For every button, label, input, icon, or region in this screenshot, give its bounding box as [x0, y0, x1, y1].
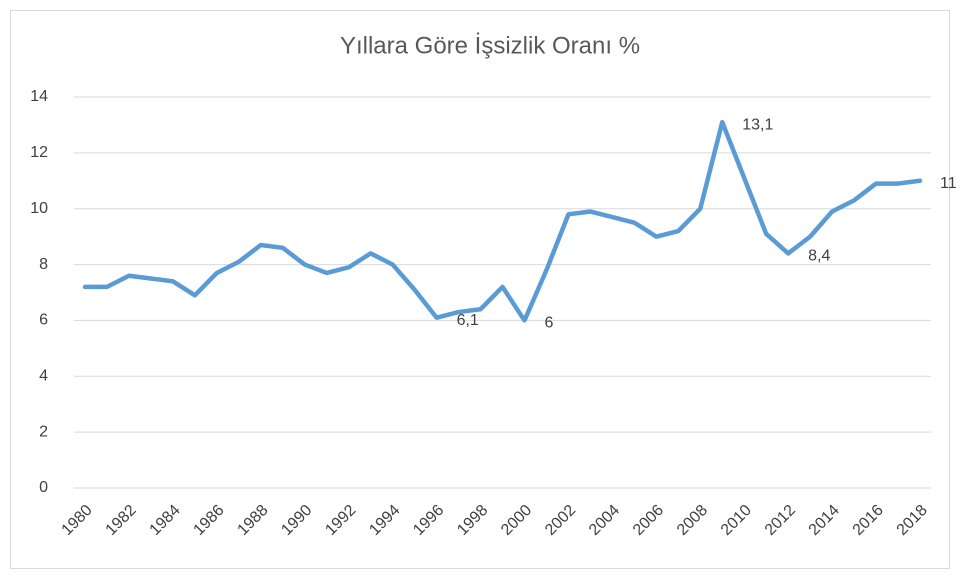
data-label: 11: [940, 175, 957, 192]
chart-title: Yıllara Göre İşsizlik Oranı %: [340, 32, 640, 59]
y-tick-label: 10: [30, 200, 48, 217]
y-tick-label: 6: [39, 312, 48, 329]
y-tick-label: 4: [39, 368, 48, 385]
data-label: 6: [544, 315, 553, 332]
data-label: 6,1: [457, 312, 479, 329]
chart-frame: [10, 10, 950, 569]
data-label: 8,4: [808, 248, 830, 265]
line-series: [82, 119, 923, 323]
y-tick-label: 2: [39, 423, 48, 440]
data-label: 13,1: [742, 116, 773, 133]
y-tick-label: 12: [30, 144, 48, 161]
y-tick-label: 14: [30, 88, 48, 105]
y-tick-label: 0: [39, 479, 48, 496]
y-tick-label: 8: [39, 256, 48, 273]
